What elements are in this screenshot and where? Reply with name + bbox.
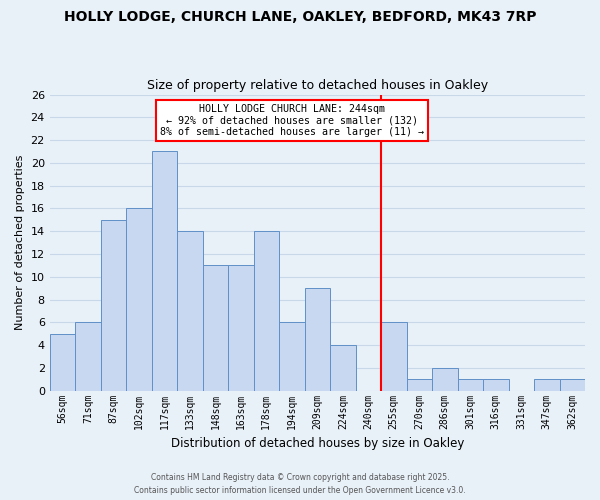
Bar xyxy=(228,266,254,390)
Bar xyxy=(432,368,458,390)
X-axis label: Distribution of detached houses by size in Oakley: Distribution of detached houses by size … xyxy=(170,437,464,450)
Bar xyxy=(101,220,126,390)
Bar xyxy=(152,152,177,390)
Text: Contains HM Land Registry data © Crown copyright and database right 2025.
Contai: Contains HM Land Registry data © Crown c… xyxy=(134,474,466,495)
Bar xyxy=(279,322,305,390)
Y-axis label: Number of detached properties: Number of detached properties xyxy=(15,155,25,330)
Bar xyxy=(534,380,560,390)
Bar xyxy=(305,288,330,390)
Bar xyxy=(50,334,75,390)
Text: HOLLY LODGE, CHURCH LANE, OAKLEY, BEDFORD, MK43 7RP: HOLLY LODGE, CHURCH LANE, OAKLEY, BEDFOR… xyxy=(64,10,536,24)
Bar xyxy=(330,345,356,391)
Bar xyxy=(75,322,101,390)
Bar xyxy=(381,322,407,390)
Bar xyxy=(407,380,432,390)
Bar xyxy=(458,380,483,390)
Bar xyxy=(177,231,203,390)
Bar xyxy=(203,266,228,390)
Bar xyxy=(126,208,152,390)
Title: Size of property relative to detached houses in Oakley: Size of property relative to detached ho… xyxy=(147,79,488,92)
Text: HOLLY LODGE CHURCH LANE: 244sqm
← 92% of detached houses are smaller (132)
8% of: HOLLY LODGE CHURCH LANE: 244sqm ← 92% of… xyxy=(160,104,424,137)
Bar xyxy=(254,231,279,390)
Bar xyxy=(483,380,509,390)
Bar xyxy=(560,380,585,390)
